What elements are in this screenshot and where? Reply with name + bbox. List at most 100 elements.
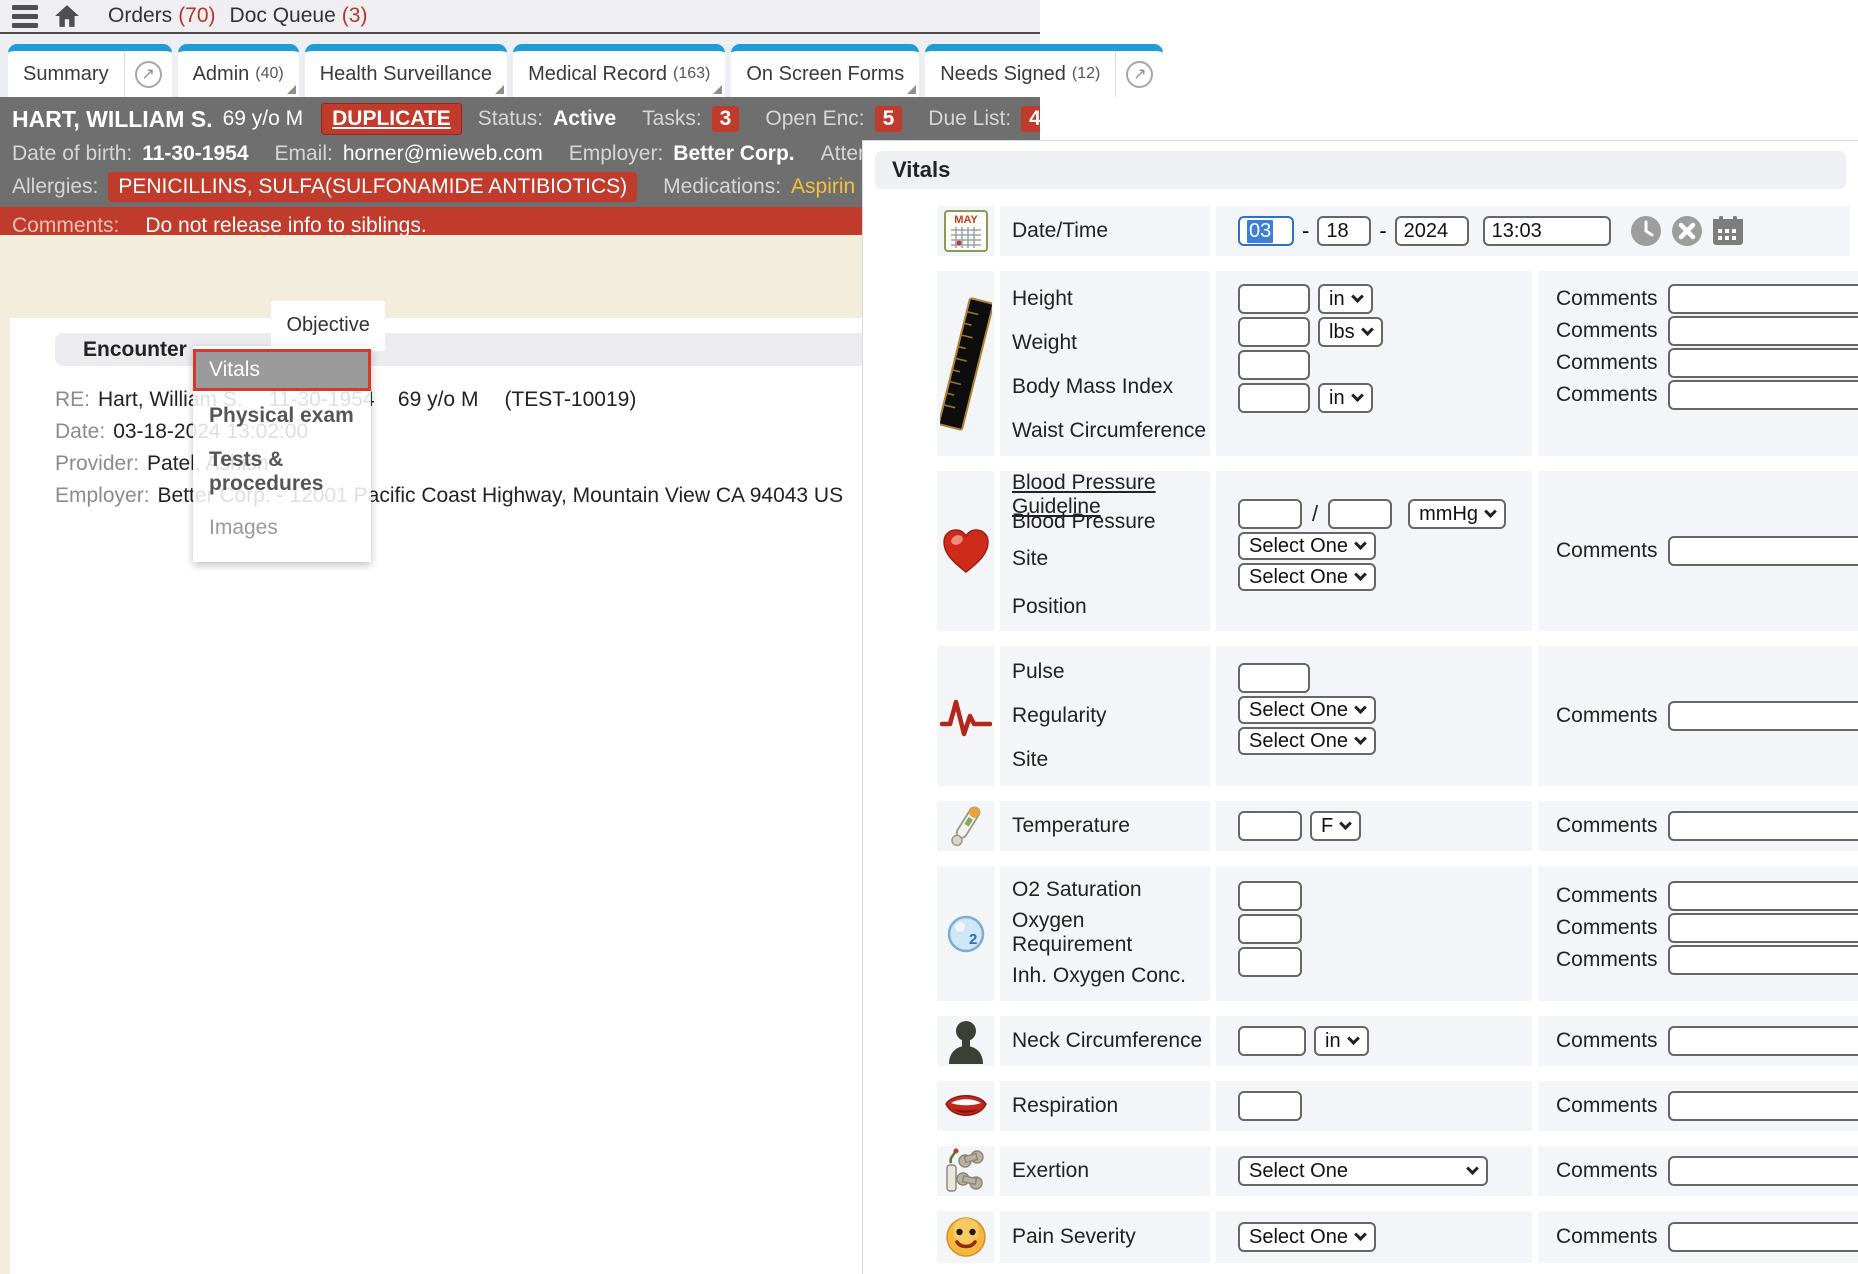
bp-position-select[interactable]: Select One [1238, 563, 1376, 591]
soap-tab-objective[interactable]: Objective [271, 300, 385, 351]
bmi-input[interactable] [1238, 350, 1310, 380]
chevron-down-icon [1354, 536, 1367, 550]
allergies-badge[interactable]: PENICILLINS, SULFA(SULFONAMIDE ANTIBIOTI… [108, 171, 638, 202]
temperature-label: Temperature [1012, 814, 1130, 837]
waist-comments-input[interactable] [1667, 380, 1858, 410]
open-enc-count-badge[interactable]: 5 [874, 106, 903, 132]
comments-label: Comments [1556, 704, 1658, 727]
pain-severity-select[interactable]: Select One [1238, 1222, 1376, 1252]
menu-item-tests-procedures[interactable]: Tests & procedures [209, 448, 324, 495]
chevron-down-icon [1354, 567, 1367, 581]
bp-label: Blood Pressure [1012, 509, 1156, 533]
email-label: Email: [274, 141, 333, 165]
bp-site-select[interactable]: Select One [1238, 532, 1376, 560]
menu-item-images[interactable]: Images [209, 516, 278, 539]
popout-arrow-icon: ↗ [1126, 60, 1154, 88]
oxygen-requirement-input[interactable] [1238, 914, 1302, 944]
height-label: Height [1012, 287, 1073, 310]
date-month-input[interactable]: 03 [1238, 216, 1294, 246]
employer-label: Employer: [568, 141, 664, 165]
tab-admin[interactable]: Admin (40) [177, 44, 299, 97]
clock-icon[interactable] [1629, 214, 1663, 248]
chevron-down-icon [1466, 1161, 1479, 1175]
doc-queue-link[interactable]: Doc Queue (3) [230, 4, 368, 28]
height-input[interactable] [1238, 284, 1310, 314]
orders-link[interactable]: Orders (70) [108, 4, 216, 28]
vitals-group-datetime: MAY Date/Time 03 [937, 206, 1850, 256]
chevron-down-icon [1350, 388, 1364, 402]
status-label: Status: [477, 107, 544, 130]
menu-item-vitals[interactable]: Vitals [193, 349, 371, 391]
pulse-comments-input[interactable] [1667, 701, 1858, 731]
calendar-month-icon: MAY [943, 210, 988, 252]
weight-unit-select[interactable]: lbs [1318, 317, 1383, 347]
date-year-input[interactable] [1394, 216, 1469, 246]
vitals-group-respiration: Respiration Comments [937, 1081, 1858, 1131]
waist-input[interactable] [1238, 383, 1310, 413]
hamburger-menu-icon[interactable] [10, 2, 40, 31]
tab-medical-record[interactable]: Medical Record (163) [513, 44, 726, 97]
bmi-comments-input[interactable] [1667, 348, 1858, 378]
tasks-count-badge[interactable]: 3 [711, 106, 740, 132]
due-list-count-badge[interactable]: 4 [1021, 106, 1040, 132]
exertion-comments-input[interactable] [1667, 1156, 1858, 1186]
chart-tab-bar: Summary ↗ Admin (40) Health Surveillance … [0, 34, 1164, 97]
temperature-comments-input[interactable] [1667, 811, 1858, 841]
tab-bar-popout[interactable]: ↗ [1115, 51, 1163, 97]
tab-on-screen-forms[interactable]: On Screen Forms [731, 44, 920, 97]
tab-health-surveillance[interactable]: Health Surveillance [304, 44, 508, 97]
exertion-select[interactable]: Select One [1238, 1156, 1488, 1186]
neck-comments-input[interactable] [1667, 1026, 1858, 1056]
pulse-site-select[interactable]: Select One [1238, 727, 1376, 755]
pulse-regularity-label: Regularity [1012, 704, 1107, 727]
temperature-input[interactable] [1238, 811, 1302, 841]
home-icon[interactable] [54, 4, 80, 28]
inh-oxygen-conc-comments-input[interactable] [1667, 945, 1858, 975]
pain-comments-input[interactable] [1667, 1222, 1858, 1252]
bp-comments-input[interactable] [1667, 536, 1858, 566]
vitals-group-oxygen: 2 O2 Saturation Oxygen Requirement Inh. … [937, 866, 1858, 1001]
height-unit-select[interactable]: in [1318, 284, 1373, 314]
duplicate-badge[interactable]: DUPLICATE [321, 103, 462, 135]
chevron-down-icon [1339, 816, 1353, 830]
menu-item-physical-exam[interactable]: Physical exam [209, 404, 354, 427]
o2-saturation-comments-input[interactable] [1667, 881, 1858, 911]
bp-unit-select[interactable]: mmHg [1408, 499, 1507, 529]
datetime-label: Date/Time [1012, 219, 1109, 242]
tab-needs-signed[interactable]: Needs Signed (12) ↗ [925, 44, 1164, 97]
neck-circumference-label: Neck Circumference [1012, 1029, 1203, 1052]
clear-datetime-icon[interactable] [1670, 214, 1704, 248]
tab-summary-popout[interactable]: ↗ [123, 51, 172, 97]
pulse-waveform-icon [939, 694, 992, 738]
temperature-unit-select[interactable]: F [1310, 811, 1362, 841]
time-input[interactable] [1482, 216, 1611, 246]
chevron-down-icon [1360, 322, 1374, 336]
calendar-picker-icon[interactable] [1711, 215, 1745, 247]
orders-count: (70) [178, 4, 216, 27]
date-day-input[interactable] [1317, 216, 1372, 246]
bp-guideline-link[interactable]: Blood Pressure Guideline [1012, 470, 1156, 518]
re-test-id: (TEST-10019) [504, 388, 637, 411]
weight-input[interactable] [1238, 317, 1310, 347]
height-comments-input[interactable] [1667, 284, 1858, 314]
respiration-comments-input[interactable] [1667, 1091, 1858, 1121]
o2-saturation-input[interactable] [1238, 881, 1302, 911]
pulse-input[interactable] [1238, 663, 1310, 693]
bp-diastolic-input[interactable] [1328, 499, 1393, 529]
bp-site-label: Site [1012, 547, 1049, 570]
inh-oxygen-conc-input[interactable] [1238, 947, 1302, 977]
re-label: RE: [55, 388, 91, 411]
enc-date-label: Date: [55, 420, 106, 443]
bp-systolic-input[interactable] [1238, 499, 1302, 529]
weight-comments-input[interactable] [1667, 316, 1858, 346]
respiration-input[interactable] [1238, 1091, 1302, 1121]
svg-text:MAY: MAY [954, 214, 978, 226]
neck-circumference-input[interactable] [1238, 1026, 1306, 1056]
waist-unit-select[interactable]: in [1318, 383, 1373, 413]
tab-summary[interactable]: Summary ↗ [8, 44, 172, 97]
neck-unit-select[interactable]: in [1314, 1026, 1369, 1056]
pulse-regularity-select[interactable]: Select One [1238, 696, 1376, 724]
inh-oxygen-conc-label: Inh. Oxygen Conc. [1012, 963, 1186, 987]
oxygen-requirement-comments-input[interactable] [1667, 913, 1858, 943]
comments-label: Comments [1556, 539, 1658, 562]
